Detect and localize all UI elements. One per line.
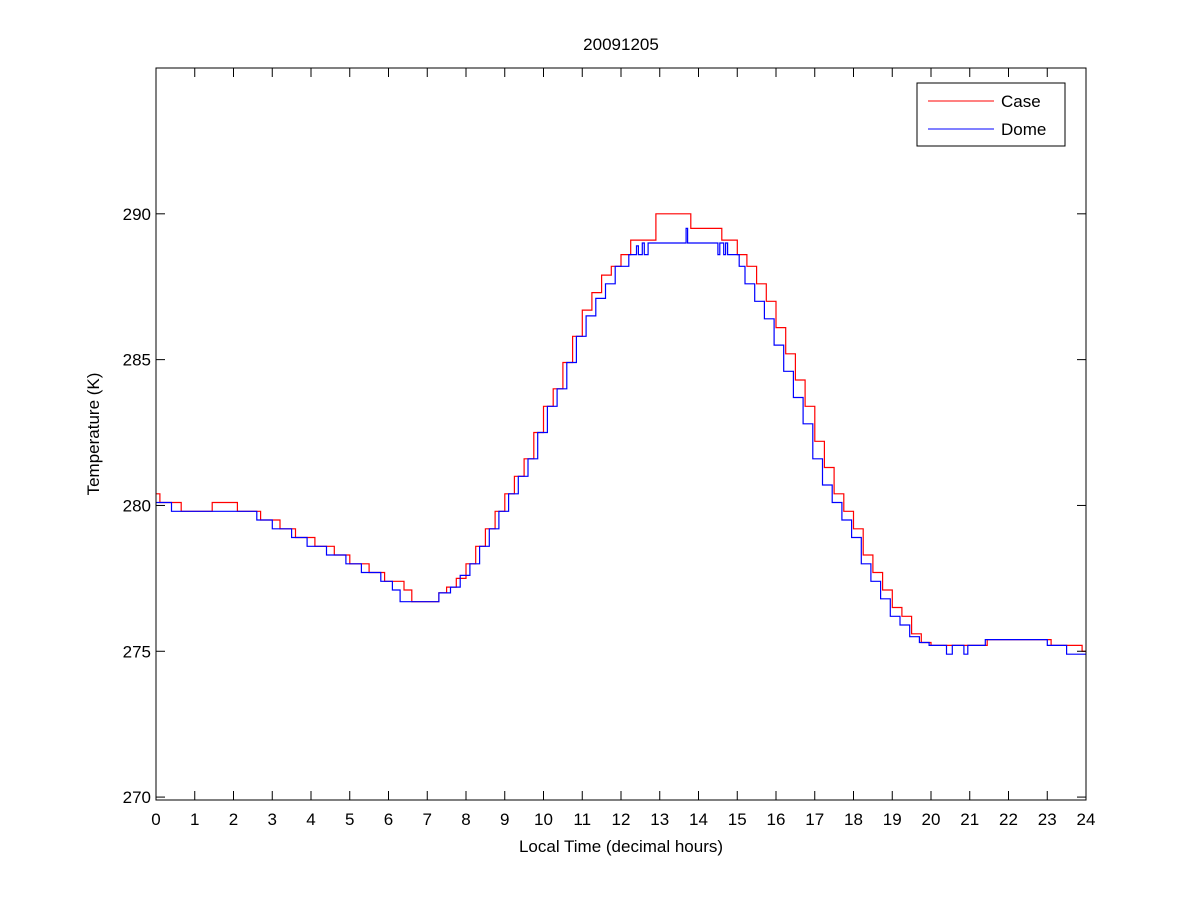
plot-lines <box>156 213 1086 655</box>
x-axis-label: Local Time (decimal hours) <box>519 837 723 856</box>
x-tick-label: 1 <box>190 810 199 829</box>
x-tick-label: 4 <box>306 810 315 829</box>
legend-label-case: Case <box>1001 92 1041 111</box>
series-line-case <box>156 213 1086 652</box>
x-axis-ticks: 0 1 2 3 4 5 6 7 8 9 10 11 12 13 14 15 16 17 18 19 20 21 22 23 24 <box>151 68 1095 829</box>
x-tick-label: 14 <box>689 810 708 829</box>
x-tick-label: 12 <box>612 810 631 829</box>
x-tick-label: 3 <box>268 810 277 829</box>
chart-title: 20091205 <box>583 35 659 54</box>
y-axis-ticks: 270 275 280 285 290 <box>123 205 1086 807</box>
legend-box <box>916 82 1066 147</box>
x-tick-label: 7 <box>423 810 432 829</box>
x-tick-label: 5 <box>345 810 354 829</box>
y-axis-label: Temperature (K) <box>84 373 103 496</box>
y-tick-label: 285 <box>123 351 151 370</box>
x-tick-label: 6 <box>384 810 393 829</box>
y-tick-label: 280 <box>123 496 151 515</box>
series-line-dome <box>156 227 1086 655</box>
y-tick-label: 290 <box>123 205 151 224</box>
x-tick-label: 0 <box>151 810 160 829</box>
x-tick-label: 16 <box>767 810 786 829</box>
x-tick-label: 11 <box>573 810 591 829</box>
x-tick-label: 21 <box>960 810 979 829</box>
x-tick-label: 22 <box>999 810 1018 829</box>
x-tick-label: 2 <box>229 810 238 829</box>
x-tick-label: 17 <box>805 810 824 829</box>
y-tick-label: 270 <box>123 788 151 807</box>
x-tick-label: 19 <box>883 810 902 829</box>
x-tick-label: 24 <box>1077 810 1096 829</box>
legend-label-dome: Dome <box>1001 120 1046 139</box>
x-tick-label: 8 <box>461 810 470 829</box>
x-tick-label: 18 <box>844 810 863 829</box>
x-tick-label: 10 <box>534 810 553 829</box>
legend: Case Dome <box>916 82 1066 147</box>
x-tick-label: 15 <box>728 810 747 829</box>
y-tick-label: 275 <box>123 642 151 661</box>
x-tick-label: 20 <box>922 810 941 829</box>
axes-box <box>155 67 1087 801</box>
x-tick-label: 9 <box>500 810 509 829</box>
x-tick-label: 23 <box>1038 810 1057 829</box>
x-tick-label: 13 <box>650 810 669 829</box>
